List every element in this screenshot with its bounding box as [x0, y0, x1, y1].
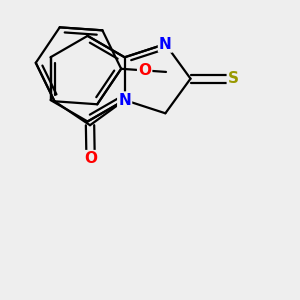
Text: O: O — [84, 151, 97, 166]
Text: N: N — [118, 93, 131, 108]
Text: S: S — [228, 71, 239, 86]
Text: O: O — [138, 63, 151, 78]
Text: N: N — [159, 37, 172, 52]
